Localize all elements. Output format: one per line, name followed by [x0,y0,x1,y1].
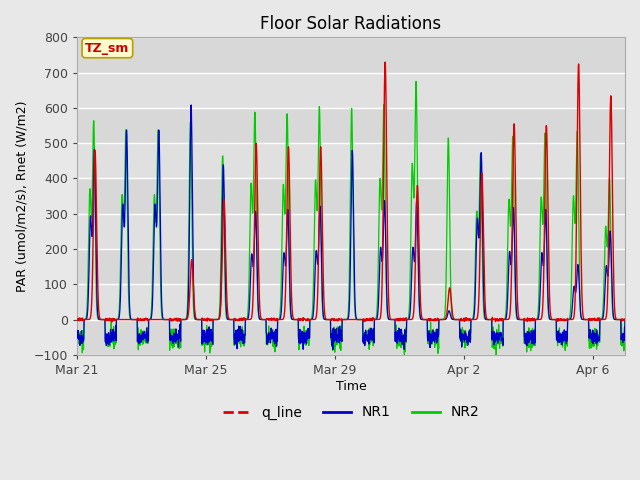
Text: TZ_sm: TZ_sm [85,42,129,55]
X-axis label: Time: Time [335,380,366,393]
Bar [77,72,625,108]
Bar [77,320,625,355]
Bar [77,214,625,249]
Bar [77,37,625,72]
Legend: q_line, NR1, NR2: q_line, NR1, NR2 [217,400,485,425]
Title: Floor Solar Radiations: Floor Solar Radiations [260,15,442,33]
Bar [77,108,625,143]
Bar [77,249,625,284]
Bar [77,143,625,179]
Bar [77,179,625,214]
Y-axis label: PAR (umol/m2/s), Rnet (W/m2): PAR (umol/m2/s), Rnet (W/m2) [15,100,28,292]
Bar [77,284,625,320]
